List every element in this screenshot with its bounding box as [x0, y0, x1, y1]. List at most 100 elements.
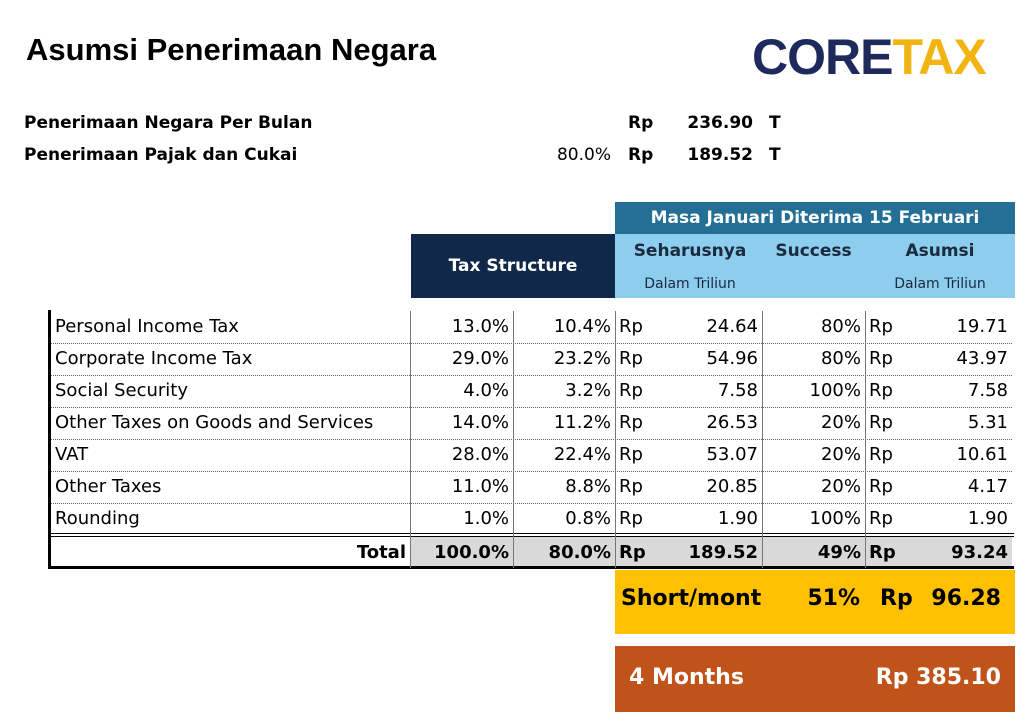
- cell: 189.52: [688, 542, 758, 563]
- cell: 7.58: [967, 380, 1008, 401]
- row-divider: [51, 375, 1012, 376]
- cell: 20%: [820, 412, 861, 433]
- cell: 7.58: [717, 380, 758, 401]
- cell: Other Taxes: [55, 476, 162, 497]
- row-divider: [51, 407, 1012, 408]
- table-border: [48, 536, 1014, 537]
- column-sublabel: Dalam Triliun: [894, 276, 986, 292]
- cell: Total: [356, 542, 406, 563]
- cell: 10.61: [956, 444, 1008, 465]
- column-divider: [410, 311, 411, 568]
- cell: 100.0%: [434, 542, 509, 563]
- cell: Rp: [619, 380, 643, 401]
- cell: 100%: [809, 508, 861, 529]
- summary-percent: 80.0%: [556, 145, 611, 165]
- cell: Social Security: [55, 380, 189, 401]
- logo-part: TAX: [892, 29, 986, 85]
- cell: Rp: [869, 508, 893, 529]
- row-divider: [51, 343, 1012, 344]
- cell: 11.2%: [553, 412, 611, 433]
- logo: CORETAX: [752, 28, 987, 86]
- column-divider: [865, 311, 866, 568]
- cell: 93.24: [951, 542, 1008, 563]
- cell: 4.0%: [463, 380, 509, 401]
- logo-part: CORE: [752, 29, 893, 85]
- column-header: Success: [775, 241, 852, 261]
- cell: Rp: [619, 542, 646, 563]
- cell: 20.85: [706, 476, 758, 497]
- cell: 53.07: [706, 444, 758, 465]
- cell: 0.8%: [565, 508, 611, 529]
- cell: Rp: [619, 348, 643, 369]
- summary-currency: Rp: [628, 113, 654, 133]
- cell: Rp: [619, 444, 643, 465]
- row-divider: [51, 471, 1012, 472]
- short-month-band: [615, 570, 1015, 634]
- cell: 80%: [820, 316, 861, 337]
- cell: Rp: [869, 444, 893, 465]
- cell: Personal Income Tax: [55, 316, 239, 337]
- cell: Rounding: [55, 508, 140, 529]
- four-months-amount: Rp 385.10: [875, 665, 1001, 690]
- short-month-currency: Rp: [880, 586, 913, 611]
- summary-label: Penerimaan Negara Per Bulan: [24, 113, 313, 133]
- cell: 28.0%: [451, 444, 509, 465]
- cell: 49%: [817, 542, 861, 563]
- cell: 5.31: [967, 412, 1008, 433]
- cell: Rp: [869, 412, 893, 433]
- table-border: [48, 310, 51, 569]
- cell: 54.96: [706, 348, 758, 369]
- cell: Other Taxes on Goods and Services: [55, 412, 374, 433]
- cell: 24.64: [706, 316, 758, 337]
- cell: 80.0%: [548, 542, 611, 563]
- column-header: Asumsi: [905, 241, 975, 261]
- cell: Rp: [869, 348, 893, 369]
- four-months-band: [615, 646, 1015, 712]
- row-divider: [51, 503, 1012, 504]
- short-month-amount: 96.28: [931, 586, 1001, 611]
- short-month-percent: 51%: [807, 586, 860, 611]
- column-sublabel: Dalam Triliun: [644, 276, 736, 292]
- cell: 20%: [820, 476, 861, 497]
- cell: Rp: [869, 476, 893, 497]
- summary-unit: T: [769, 145, 781, 165]
- cell: Rp: [869, 542, 896, 563]
- group-header-band: [615, 202, 1015, 234]
- cell: 22.4%: [553, 444, 611, 465]
- cell: Rp: [869, 316, 893, 337]
- cell: 3.2%: [565, 380, 611, 401]
- short-month-label: Short/month: [621, 586, 762, 611]
- cell: 1.0%: [463, 508, 509, 529]
- cell: 80%: [820, 348, 861, 369]
- summary-currency: Rp: [628, 145, 654, 165]
- column-header: Seharusnya: [633, 241, 747, 261]
- cell: 8.8%: [565, 476, 611, 497]
- cell: Rp: [619, 316, 643, 337]
- cell: 14.0%: [451, 412, 509, 433]
- summary-unit: T: [769, 113, 781, 133]
- cell: Rp: [619, 508, 643, 529]
- cell: 29.0%: [451, 348, 509, 369]
- table-border: [48, 566, 1014, 569]
- cell: 43.97: [956, 348, 1008, 369]
- cell: 26.53: [706, 412, 758, 433]
- column-divider: [615, 311, 616, 568]
- cell: 20%: [820, 444, 861, 465]
- cell: 23.2%: [553, 348, 611, 369]
- column-header-band: [615, 234, 1015, 298]
- column-divider: [762, 311, 763, 568]
- tax-structure-header: Tax Structure: [448, 256, 578, 276]
- cell: VAT: [55, 444, 89, 465]
- cell: 100%: [809, 380, 861, 401]
- row-divider: [51, 439, 1012, 440]
- tax-structure-band: [411, 234, 615, 298]
- cell: Corporate Income Tax: [55, 348, 253, 369]
- table-border: [48, 533, 1014, 534]
- title: Asumsi Penerimaan Negara: [26, 32, 437, 67]
- cell: 19.71: [956, 316, 1008, 337]
- cell: 13.0%: [451, 316, 509, 337]
- total-band: [411, 537, 1012, 568]
- summary-label: Penerimaan Pajak dan Cukai: [24, 145, 298, 165]
- cell: 1.90: [717, 508, 758, 529]
